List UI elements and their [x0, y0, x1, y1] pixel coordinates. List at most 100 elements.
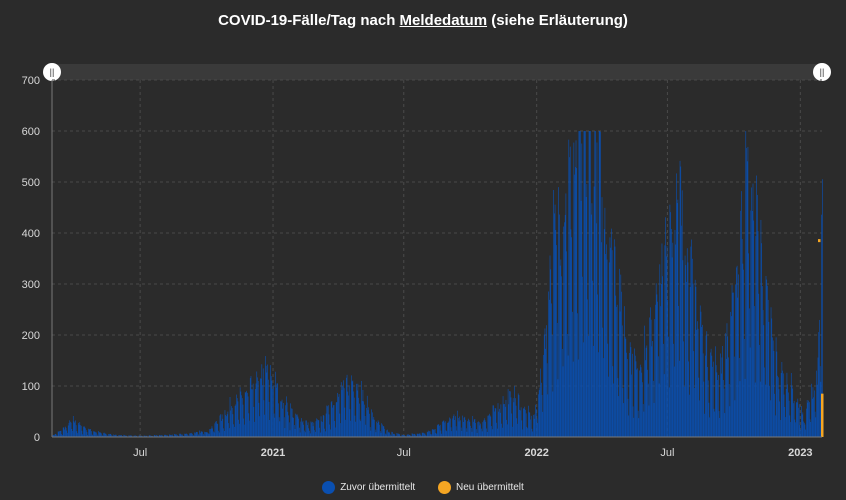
bar-previous — [610, 247, 612, 437]
bar-previous — [448, 421, 450, 437]
bar-previous — [104, 433, 106, 437]
bar-previous — [267, 379, 269, 437]
bar-previous — [740, 210, 742, 437]
bar-previous — [595, 131, 596, 437]
bar-previous — [109, 434, 110, 437]
bar-previous — [507, 389, 509, 437]
bar-previous — [589, 131, 591, 437]
bar-previous — [394, 434, 396, 437]
bar-previous — [352, 380, 354, 437]
bar-previous — [764, 384, 766, 437]
bar-previous — [776, 351, 778, 437]
bar-previous — [208, 433, 209, 437]
legend-item-previous[interactable]: Zuvor übermittelt — [322, 481, 415, 494]
bar-previous — [724, 413, 726, 437]
bar-previous — [788, 400, 790, 437]
bar-previous — [598, 131, 600, 437]
bar-previous — [319, 427, 320, 437]
bar-previous — [822, 179, 823, 437]
bar-previous — [518, 395, 520, 437]
bar-previous — [473, 421, 474, 437]
y-tick-label: 200 — [22, 330, 40, 342]
bar-previous — [378, 421, 380, 437]
bar-previous — [637, 368, 638, 437]
bar-previous — [630, 347, 632, 437]
bar-previous — [190, 433, 192, 437]
bar-previous — [687, 262, 689, 437]
bar-previous — [664, 245, 666, 437]
bar-previous — [751, 187, 752, 437]
bar-previous — [592, 280, 593, 437]
bar-previous — [429, 431, 431, 437]
bar-previous — [114, 435, 116, 437]
bar-previous — [224, 410, 226, 437]
bar-previous — [737, 297, 739, 437]
bar-previous — [531, 428, 533, 437]
bar-previous — [450, 418, 451, 437]
bar-previous — [238, 419, 240, 437]
bar-previous — [171, 435, 172, 437]
bar-previous — [248, 413, 250, 437]
bar-previous — [420, 434, 422, 437]
bar-previous — [741, 191, 742, 437]
x-tick-label: Jul — [133, 447, 147, 459]
bar-previous — [666, 246, 668, 437]
bar-previous — [223, 430, 225, 437]
bar-previous — [527, 428, 528, 437]
bar-previous — [699, 400, 700, 437]
navigator-left-handle[interactable]: || — [43, 63, 61, 81]
bar-previous — [604, 207, 606, 437]
bar-previous — [491, 426, 492, 437]
chart-title-link[interactable]: Meldedatum — [399, 12, 488, 29]
bar-previous — [335, 427, 336, 437]
bar-previous — [415, 435, 416, 437]
bar-previous — [235, 404, 237, 437]
bar-previous — [418, 433, 419, 437]
bar-previous — [603, 358, 604, 437]
bar-previous — [206, 432, 208, 437]
bar-previous — [55, 434, 57, 437]
navigator-right-handle[interactable]: || — [813, 63, 831, 81]
chart-title: COVID-19-Fälle/Tag nach Meldedatum (sieh… — [0, 12, 846, 29]
bar-previous — [275, 387, 277, 437]
bar-previous — [612, 366, 614, 437]
bar-previous — [210, 428, 212, 437]
bar-previous — [698, 377, 700, 437]
bar-previous — [622, 388, 624, 437]
bar-previous — [451, 431, 453, 437]
bar-previous — [623, 403, 625, 437]
range-navigator[interactable] — [52, 64, 822, 80]
bar-previous — [125, 435, 127, 437]
bar-previous — [463, 417, 465, 437]
bar-previous — [675, 244, 677, 437]
bar-previous — [321, 421, 323, 437]
bar-previous — [793, 400, 795, 437]
bar-previous — [486, 432, 488, 437]
bar-previous — [703, 381, 705, 437]
bar-previous — [722, 345, 723, 437]
bar-previous — [140, 435, 142, 437]
bar-previous — [349, 409, 351, 437]
bar-previous — [751, 211, 753, 437]
bar-previous — [237, 401, 239, 437]
bar-previous — [322, 421, 323, 437]
bar-previous — [487, 415, 489, 437]
bar-previous — [548, 291, 549, 437]
bar-previous — [556, 322, 558, 437]
bar-previous — [684, 386, 685, 437]
bar-previous — [719, 417, 721, 437]
bar-previous — [104, 432, 105, 437]
bar-previous — [475, 422, 476, 437]
bar-previous — [628, 415, 630, 437]
bar-previous — [756, 194, 758, 437]
bar-previous — [642, 382, 643, 437]
bar-previous — [651, 346, 653, 437]
bar-previous — [702, 324, 703, 437]
bar-previous — [648, 405, 650, 437]
bar-previous — [136, 435, 138, 437]
legend-item-new[interactable]: Neu übermittelt — [438, 481, 524, 494]
bar-previous — [196, 431, 198, 437]
bar-previous — [757, 231, 759, 437]
bar-previous — [193, 435, 195, 437]
bar-previous — [721, 357, 723, 437]
